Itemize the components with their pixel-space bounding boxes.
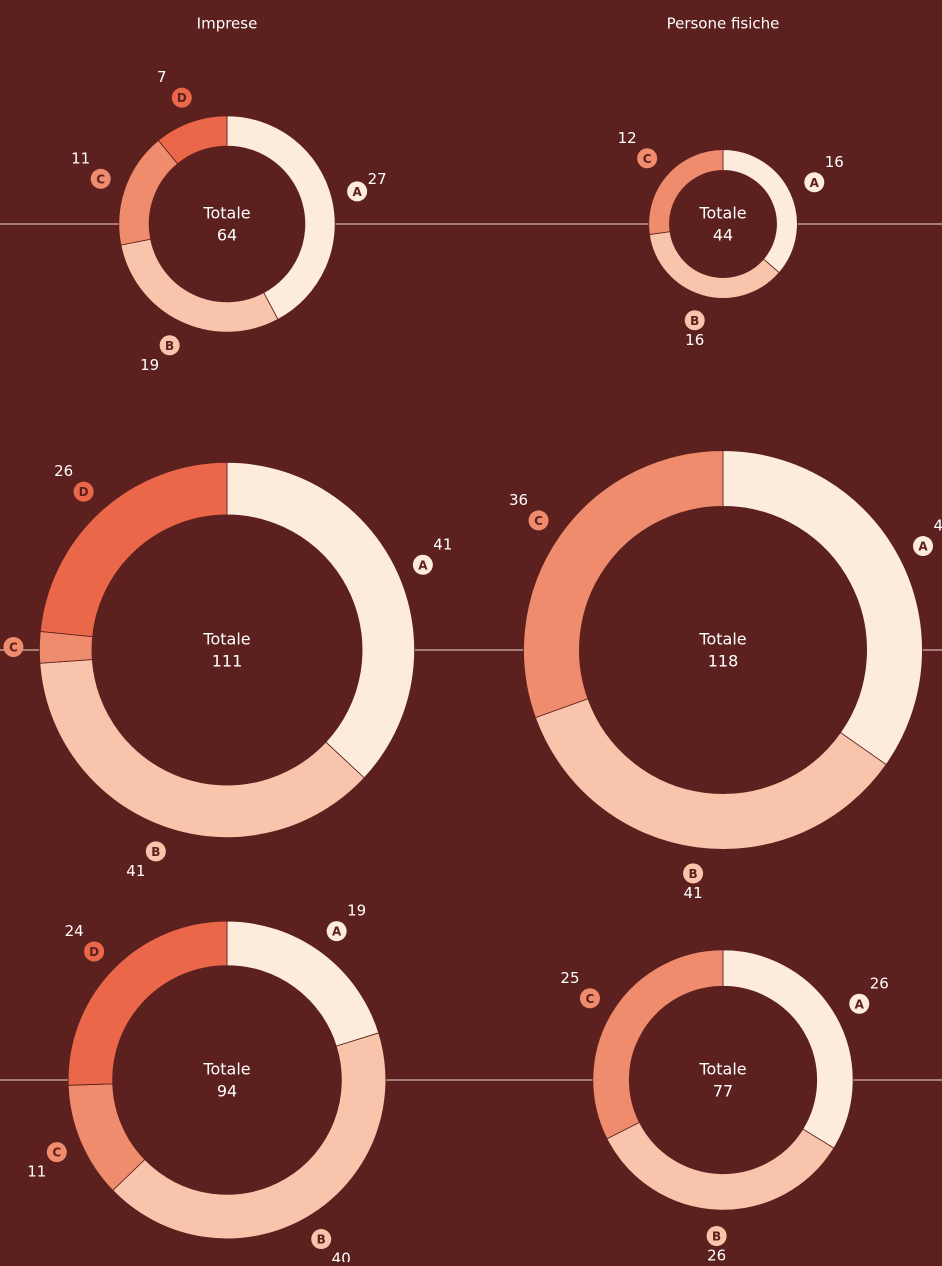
segment-letter: D	[177, 91, 187, 105]
segment-letter: B	[151, 845, 160, 859]
segment-badge	[326, 921, 347, 942]
segment-letter: B	[317, 1233, 326, 1247]
donut-segment	[648, 149, 724, 236]
donut-segment	[534, 698, 887, 850]
center-label: Totale	[202, 630, 250, 649]
column-title: Persone fisiche	[667, 15, 780, 33]
total-value: 111	[212, 652, 243, 671]
value-label: 11	[27, 1163, 46, 1181]
donut-segment	[722, 450, 923, 766]
value-label: 25	[560, 969, 579, 987]
donut-segment	[606, 1121, 835, 1211]
segment-badge	[347, 181, 368, 202]
total-value: 118	[708, 652, 739, 671]
segment-letter: A	[810, 176, 820, 190]
segment-badge	[683, 863, 704, 884]
segment-badge	[73, 481, 94, 502]
donut-segment	[39, 659, 365, 838]
center-label: Totale	[698, 1060, 746, 1079]
donut-segment	[722, 949, 854, 1149]
segment-letter: C	[9, 640, 18, 654]
segment-badge	[159, 335, 180, 356]
segment-letter: D	[89, 945, 99, 959]
value-label: 27	[368, 170, 387, 188]
value-label: 7	[157, 68, 167, 86]
donut-segment	[226, 462, 415, 779]
donut-segment	[67, 920, 228, 1086]
segment-letter: D	[79, 485, 89, 499]
segment-badge	[90, 168, 111, 189]
segment-letter: B	[165, 339, 174, 353]
donut-segment	[592, 949, 724, 1140]
value-label: 16	[825, 153, 844, 171]
value-label: 16	[685, 331, 704, 349]
value-label: 36	[509, 491, 528, 509]
segment-letter: A	[332, 925, 342, 939]
center-label: Totale	[202, 204, 250, 223]
segment-badge	[145, 841, 166, 862]
donut-segment	[39, 462, 228, 638]
value-label: 26	[54, 462, 73, 480]
value-label: 41	[433, 535, 452, 553]
segment-badge	[579, 988, 600, 1009]
value-label: 26	[870, 974, 889, 992]
value-label: 41	[933, 517, 942, 535]
value-label: 40	[332, 1250, 351, 1262]
segment-letter: C	[643, 152, 652, 166]
segment-badge	[46, 1142, 67, 1163]
value-label: 41	[126, 862, 145, 880]
segment-badge	[528, 510, 549, 531]
segment-badge	[84, 941, 105, 962]
value-label: 12	[618, 129, 637, 147]
donut-segment	[157, 115, 228, 165]
segment-letter: C	[52, 1146, 61, 1160]
center-label: Totale	[202, 1060, 250, 1079]
segment-letter: C	[586, 992, 595, 1006]
segment-badge	[913, 536, 934, 557]
donut-segment	[226, 920, 380, 1047]
segment-badge	[3, 636, 24, 657]
segment-letter: A	[918, 540, 928, 554]
value-label: 19	[347, 902, 366, 920]
donut-segment	[226, 115, 336, 320]
segment-badge	[311, 1229, 332, 1250]
value-label: 26	[707, 1247, 726, 1262]
segment-letter: A	[418, 558, 428, 572]
segment-badge	[171, 87, 192, 108]
value-label: 41	[684, 884, 703, 902]
segment-letter: A	[855, 997, 865, 1011]
total-value: 44	[713, 226, 733, 245]
donut-segment	[118, 139, 179, 246]
value-label: 19	[140, 356, 159, 374]
segment-letter: C	[534, 514, 543, 528]
segment-letter: B	[712, 1230, 721, 1244]
center-label: Totale	[698, 630, 746, 649]
total-value: 64	[217, 226, 237, 245]
donut-segment	[112, 1032, 387, 1240]
value-label: 11	[71, 149, 90, 167]
segment-badge	[684, 310, 705, 331]
value-label: 24	[65, 922, 84, 940]
total-value: 94	[217, 1082, 237, 1101]
segment-letter: A	[352, 185, 362, 199]
segment-badge	[412, 554, 433, 575]
segment-badge	[637, 148, 658, 169]
segment-badge	[706, 1226, 727, 1247]
donut-segment	[523, 450, 724, 719]
center-label: Totale	[698, 204, 746, 223]
segment-letter: B	[689, 867, 698, 881]
segment-badge	[804, 172, 825, 193]
column-title: Imprese	[197, 15, 258, 33]
segment-letter: B	[690, 314, 699, 328]
segment-letter: C	[96, 172, 105, 186]
donut-segment	[120, 238, 279, 333]
segment-badge	[849, 993, 870, 1014]
total-value: 77	[713, 1082, 733, 1101]
